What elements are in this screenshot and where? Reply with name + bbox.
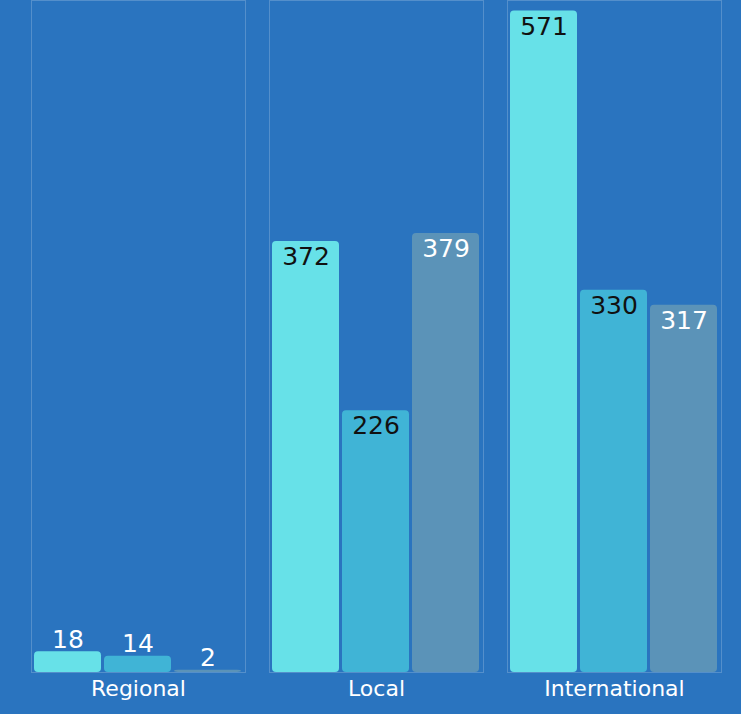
svg-text:18: 18: [52, 625, 84, 654]
svg-text:317: 317: [660, 306, 708, 335]
svg-text:International: International: [544, 676, 684, 701]
svg-text:14: 14: [122, 629, 154, 658]
svg-text:Local: Local: [348, 676, 405, 701]
svg-text:2: 2: [200, 643, 216, 672]
svg-text:Regional: Regional: [91, 676, 186, 701]
svg-text:372: 372: [282, 242, 330, 271]
svg-text:226: 226: [352, 411, 400, 440]
svg-text:379: 379: [422, 234, 470, 263]
svg-text:330: 330: [590, 291, 638, 320]
svg-text:571: 571: [520, 12, 568, 41]
